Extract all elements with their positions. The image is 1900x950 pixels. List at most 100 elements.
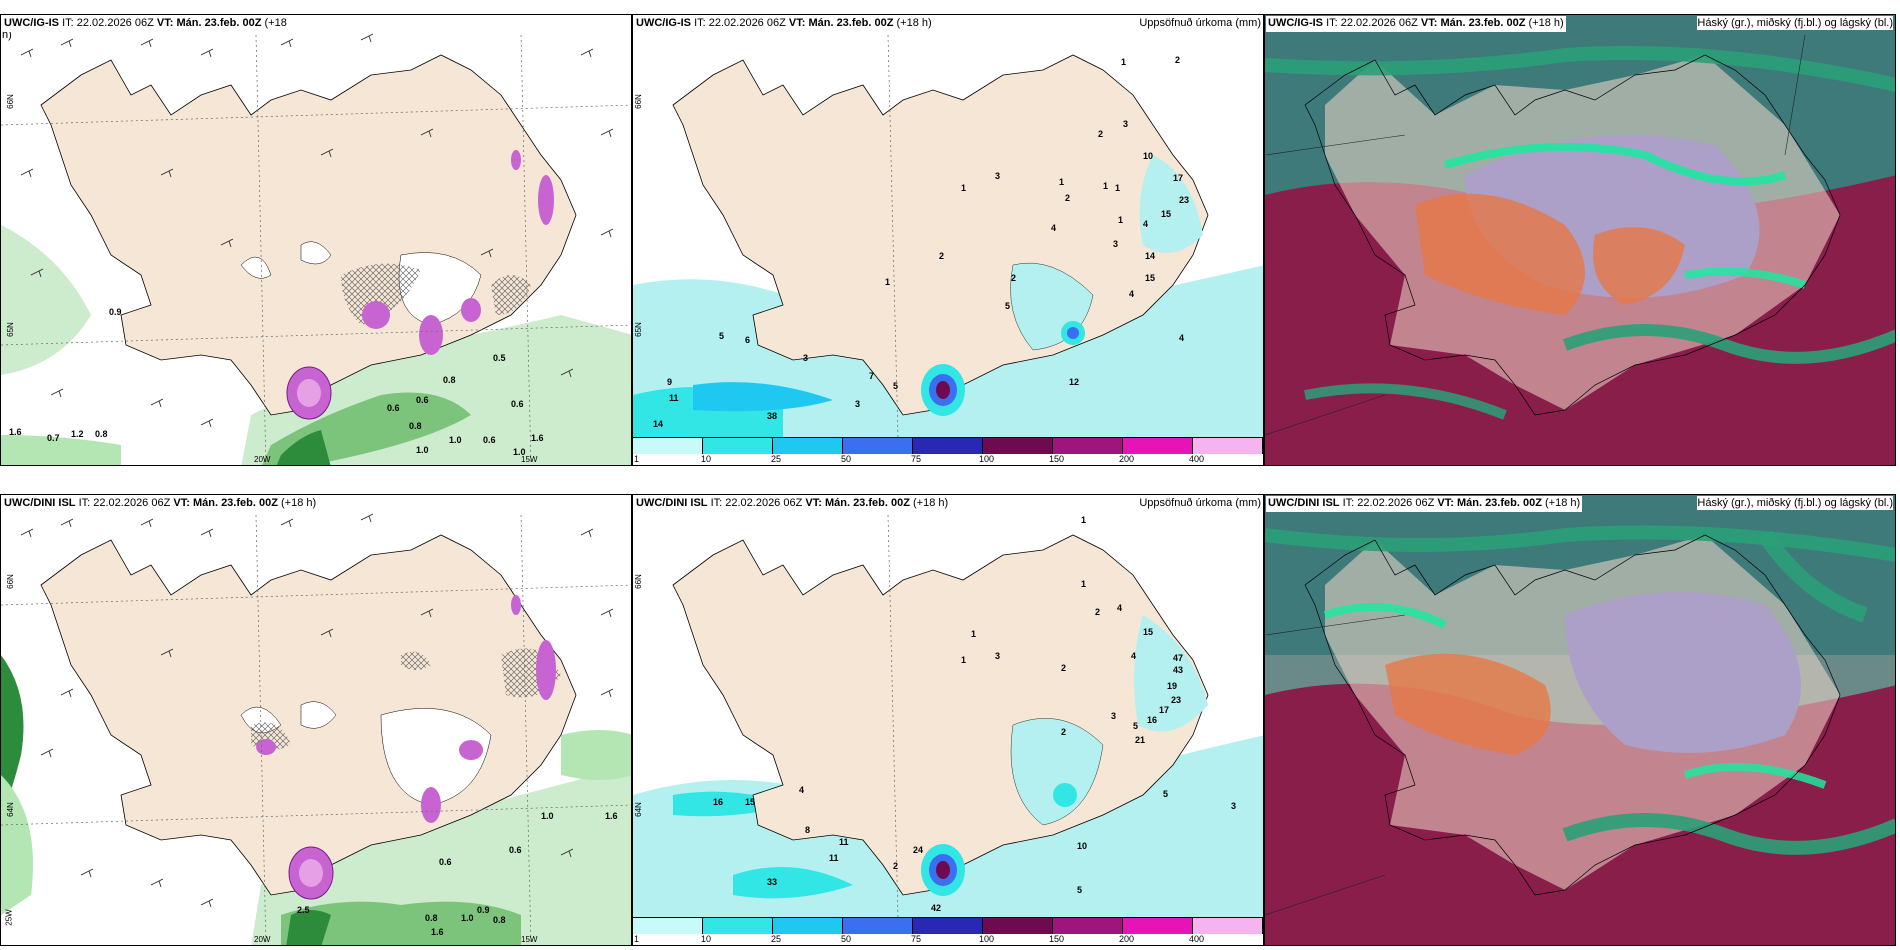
valid-time: Mán. 23.feb. 00Z [1456,497,1542,509]
colorbar-cell [633,918,703,934]
cloud-map-dini [1265,495,1895,945]
model-name: UWC/DINI ISL [1268,497,1340,509]
colorbar-label: 200 [1119,934,1135,944]
value-label: 1 [971,629,977,639]
model-name: UWC/DINI ISL [4,497,76,509]
value-label: 33 [767,877,778,887]
value-label: 24 [913,845,924,855]
init-time: 22.02.2026 06Z [93,497,171,509]
lat-label: 66N [5,574,15,589]
value-label: 0.7 [47,433,60,443]
value-label: 0.8 [95,429,108,439]
value-label: 0.8 [493,915,506,925]
value-label: 1 [961,655,967,665]
model-name: UWC/IG-IS [636,17,691,29]
colorbar-cell [1193,918,1263,934]
value-label: 3 [855,399,861,409]
colorbar-label: 100 [979,934,995,944]
value-label: 2.5 [297,905,310,915]
colorbar-label: 150 [1049,934,1065,944]
colorbar-label: 1 [634,454,640,464]
panel-header: UWC/IG-IS IT: 22.02.2026 06Z VT: Mán. 23… [634,16,934,32]
value-label: 1.6 [9,427,22,437]
value-label: 11 [669,393,679,403]
valid-time: Mán. 23.feb. 00Z [808,17,894,29]
value-label: 7 [869,371,875,381]
value-label: 0.8 [443,375,456,385]
panel-header: UWC/IG-IS IT: 22.02.2026 06Z VT: Mán. 23… [2,16,289,32]
value-label: 2 [1175,55,1181,65]
model-name: UWC/IG-IS [1268,17,1323,29]
value-label: 2 [939,251,945,261]
precip-map-dini [633,495,1263,919]
value-label: 2 [1061,727,1067,737]
colorbar-label: 100 [979,454,995,464]
lead-wrap: h) [2,29,12,41]
value-label: 5 [1077,885,1083,895]
colorbar-cell [1123,438,1193,454]
colorbar-label: 25 [771,934,782,944]
value-label: 19 [1167,681,1178,691]
colorbar-label: 50 [841,454,852,464]
lat-label: 64N [633,802,643,817]
value-label: 2 [1095,607,1101,617]
value-label: 0.6 [509,845,522,855]
lon-label: 20W [254,935,271,944]
value-label: 1 [1059,177,1065,187]
lead-time: (+18 h) [913,497,949,509]
value-label: 3 [1113,239,1119,249]
value-label: 3 [1231,801,1237,811]
init-time: 22.02.2026 06Z [708,17,786,29]
lat-label: 66N [633,94,643,109]
value-label: 5 [719,331,725,341]
colorbar-cell [983,918,1053,934]
valid-time: Mán. 23.feb. 00Z [176,17,262,29]
colorbar-cell [633,438,703,454]
colorbar-label: 200 [1119,454,1135,464]
panel-wind-dini: UWC/DINI ISL IT: 22.02.2026 06Z VT: Mán.… [0,494,632,946]
colorbar-label: 75 [911,454,922,464]
value-label: 3 [1123,119,1129,129]
colorbar-label: 1 [634,934,640,944]
value-label: 10 [1143,151,1154,161]
value-label: 2 [1011,273,1017,283]
value-label: 38 [767,411,778,421]
precip-map-ig [633,15,1263,439]
value-label: 5 [1133,721,1139,731]
panel-title: Háský (gr.), miðský (fj.bl.) og lágský (… [1697,496,1893,510]
colorbar-cell [913,438,983,454]
value-label: 43 [1173,665,1184,675]
value-label: 5 [1163,789,1169,799]
panel-title: Uppsöfnuð úrkoma (mm) [1139,16,1261,30]
lat-label: 65N [633,322,643,337]
colorbar-cell [703,918,773,934]
value-label: 5 [893,381,899,391]
lat-label: 66N [633,574,643,589]
value-label: 16 [1147,715,1158,725]
value-label: 3 [995,171,1001,181]
value-label: 1.0 [416,445,429,455]
precip-colorbar: 1 10 25 50 75 100 150 200 400 [633,437,1263,465]
value-label: 14 [653,419,664,429]
colorbar-label: 150 [1049,454,1065,464]
value-label: 1.6 [531,433,544,443]
value-label: 4 [1179,333,1185,343]
panel-header: UWC/DINI ISL IT: 22.02.2026 06Z VT: Mán.… [634,496,951,512]
panel-title: Uppsöfnuð úrkoma (mm) [1139,496,1261,510]
value-label: 0.5 [493,353,506,363]
colorbar-label: 75 [911,934,922,944]
value-label: 4 [1143,219,1149,229]
colorbar-cells [633,917,1263,934]
value-label: 1.0 [541,811,554,821]
value-label: 1 [1115,183,1121,193]
value-label: 23 [1171,695,1182,705]
colorbar-cells [633,437,1263,454]
colorbar-label: 400 [1189,934,1205,944]
colorbar-cell [1193,438,1263,454]
value-label: 3 [803,353,809,363]
value-label: 15 [1145,273,1156,283]
lat-label: 66N [5,94,15,109]
colorbar-cell [843,918,913,934]
panel-header: UWC/IG-IS IT: 22.02.2026 06Z VT: Mán. 23… [1266,16,1566,32]
value-label: 1.0 [449,435,462,445]
